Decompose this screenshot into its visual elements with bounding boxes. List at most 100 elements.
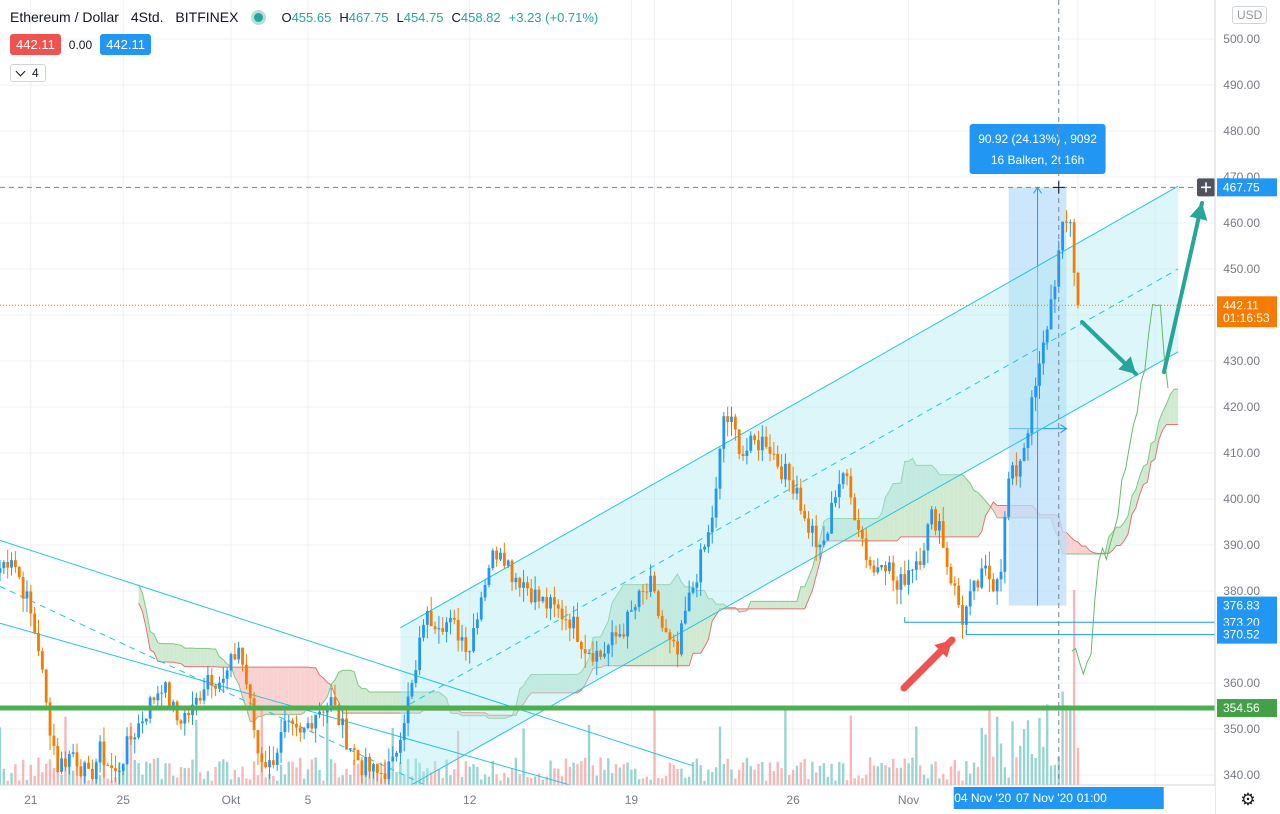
cloud-segment bbox=[157, 642, 162, 663]
candle-body bbox=[1068, 222, 1072, 224]
cloud-segment bbox=[546, 674, 551, 693]
volume-bar bbox=[749, 766, 752, 785]
cloud-segment bbox=[785, 601, 790, 609]
volume-bar bbox=[745, 757, 749, 785]
cloud-span-b bbox=[138, 423, 1179, 716]
symbol-name[interactable]: Ethereum / Dollar 4Std. BITFINEX bbox=[10, 9, 238, 25]
candle-body bbox=[125, 736, 129, 765]
candle-body bbox=[803, 510, 807, 519]
volume-bar bbox=[541, 779, 545, 785]
currency-button[interactable]: USD bbox=[1232, 6, 1268, 24]
volume-bar bbox=[664, 776, 668, 785]
cloud-segment bbox=[581, 665, 586, 691]
cloud-segment bbox=[539, 674, 543, 693]
candle-body bbox=[375, 764, 379, 773]
cloud-segment bbox=[350, 670, 355, 714]
cloud-segment bbox=[977, 492, 982, 537]
cloud-segment bbox=[554, 674, 559, 693]
volume-bar bbox=[961, 780, 964, 785]
cloud-segment bbox=[527, 674, 532, 698]
volume-bar bbox=[672, 765, 675, 785]
volume-bar bbox=[183, 768, 186, 785]
price-axis[interactable]: 340.00350.00360.00370.00380.00390.00400.… bbox=[1214, 0, 1280, 814]
candle-body bbox=[229, 654, 233, 671]
candle-body bbox=[1018, 460, 1022, 477]
cloud-segment bbox=[750, 601, 755, 609]
candle-body bbox=[533, 589, 537, 603]
candle-body bbox=[895, 580, 899, 590]
volume-bar bbox=[25, 779, 29, 785]
volume-bar bbox=[406, 759, 410, 785]
candle-body bbox=[807, 518, 810, 533]
candle-body bbox=[383, 773, 387, 780]
cloud-segment bbox=[319, 675, 324, 707]
candle-body bbox=[826, 533, 830, 541]
volume-bar bbox=[1061, 691, 1064, 785]
candle-body bbox=[1061, 221, 1064, 251]
market-status-icon[interactable] bbox=[254, 12, 264, 22]
crosshair-center-icon bbox=[1052, 181, 1065, 194]
volume-bar bbox=[899, 767, 903, 785]
indicators-toggle[interactable]: 4 bbox=[10, 64, 46, 82]
volume-bar bbox=[560, 776, 564, 785]
candle-body bbox=[637, 590, 641, 608]
candle-body bbox=[745, 450, 749, 457]
cloud-segment bbox=[793, 601, 797, 609]
candle-body bbox=[56, 745, 60, 772]
candle-body bbox=[60, 758, 63, 772]
candle-body bbox=[599, 650, 602, 657]
volume-bar bbox=[915, 726, 918, 785]
volume-bar bbox=[926, 778, 930, 785]
volume-bar bbox=[911, 757, 914, 785]
volume-bar bbox=[333, 762, 337, 785]
volume-bar bbox=[622, 764, 625, 785]
sell-badge[interactable]: 442.11 bbox=[10, 34, 61, 55]
cloud-segment bbox=[839, 518, 844, 541]
candle-body bbox=[568, 619, 572, 629]
cloud-segment bbox=[696, 590, 701, 654]
volume-bar bbox=[1022, 729, 1026, 785]
candle-body bbox=[452, 617, 456, 620]
candle-body bbox=[1057, 250, 1061, 287]
price-tick-label: 380.00 bbox=[1223, 584, 1260, 598]
candle-body bbox=[198, 697, 202, 701]
volume-bar bbox=[445, 759, 448, 785]
candle-body bbox=[733, 416, 737, 430]
candle-body bbox=[137, 723, 140, 738]
gear-icon[interactable]: ⚙ bbox=[1240, 790, 1256, 809]
volume-bar bbox=[129, 722, 133, 785]
price-tag-label: 354.56 bbox=[1223, 701, 1260, 715]
time-axis[interactable]: 21 25 Okt 5 12 19 26 Nov 04 Nov '20 07 Nov '20 01:… bbox=[0, 784, 1215, 814]
candle-body bbox=[52, 735, 56, 746]
candle-body bbox=[818, 544, 822, 548]
candle-body bbox=[603, 653, 606, 657]
volume-bar bbox=[91, 780, 94, 785]
candle-body bbox=[337, 705, 341, 726]
candle-body bbox=[772, 453, 776, 455]
volume-bar bbox=[483, 774, 487, 785]
candle-body bbox=[949, 566, 953, 584]
volume-bar bbox=[1007, 777, 1010, 785]
volume-bar bbox=[491, 760, 494, 785]
candle-body bbox=[845, 473, 849, 477]
volume-bar bbox=[876, 766, 879, 785]
volume-bar bbox=[965, 761, 968, 785]
candle-body bbox=[499, 552, 502, 560]
price-tick-label: 420.00 bbox=[1223, 400, 1260, 414]
volume-bar bbox=[892, 758, 895, 785]
candle-body bbox=[429, 610, 433, 627]
cloud-segment bbox=[770, 601, 774, 609]
buy-badge[interactable]: 442.11 bbox=[100, 34, 151, 55]
candle-body bbox=[495, 550, 499, 560]
candle-body bbox=[799, 487, 803, 511]
descending-line bbox=[0, 539, 694, 767]
cloud-segment bbox=[1135, 476, 1140, 509]
candle-body bbox=[37, 632, 40, 652]
volume-bar bbox=[811, 761, 814, 785]
cloud-segment bbox=[843, 518, 847, 541]
volume-bar bbox=[441, 777, 444, 785]
candle-body bbox=[218, 682, 221, 689]
candle-body bbox=[2, 562, 6, 569]
candle-body bbox=[726, 416, 730, 423]
